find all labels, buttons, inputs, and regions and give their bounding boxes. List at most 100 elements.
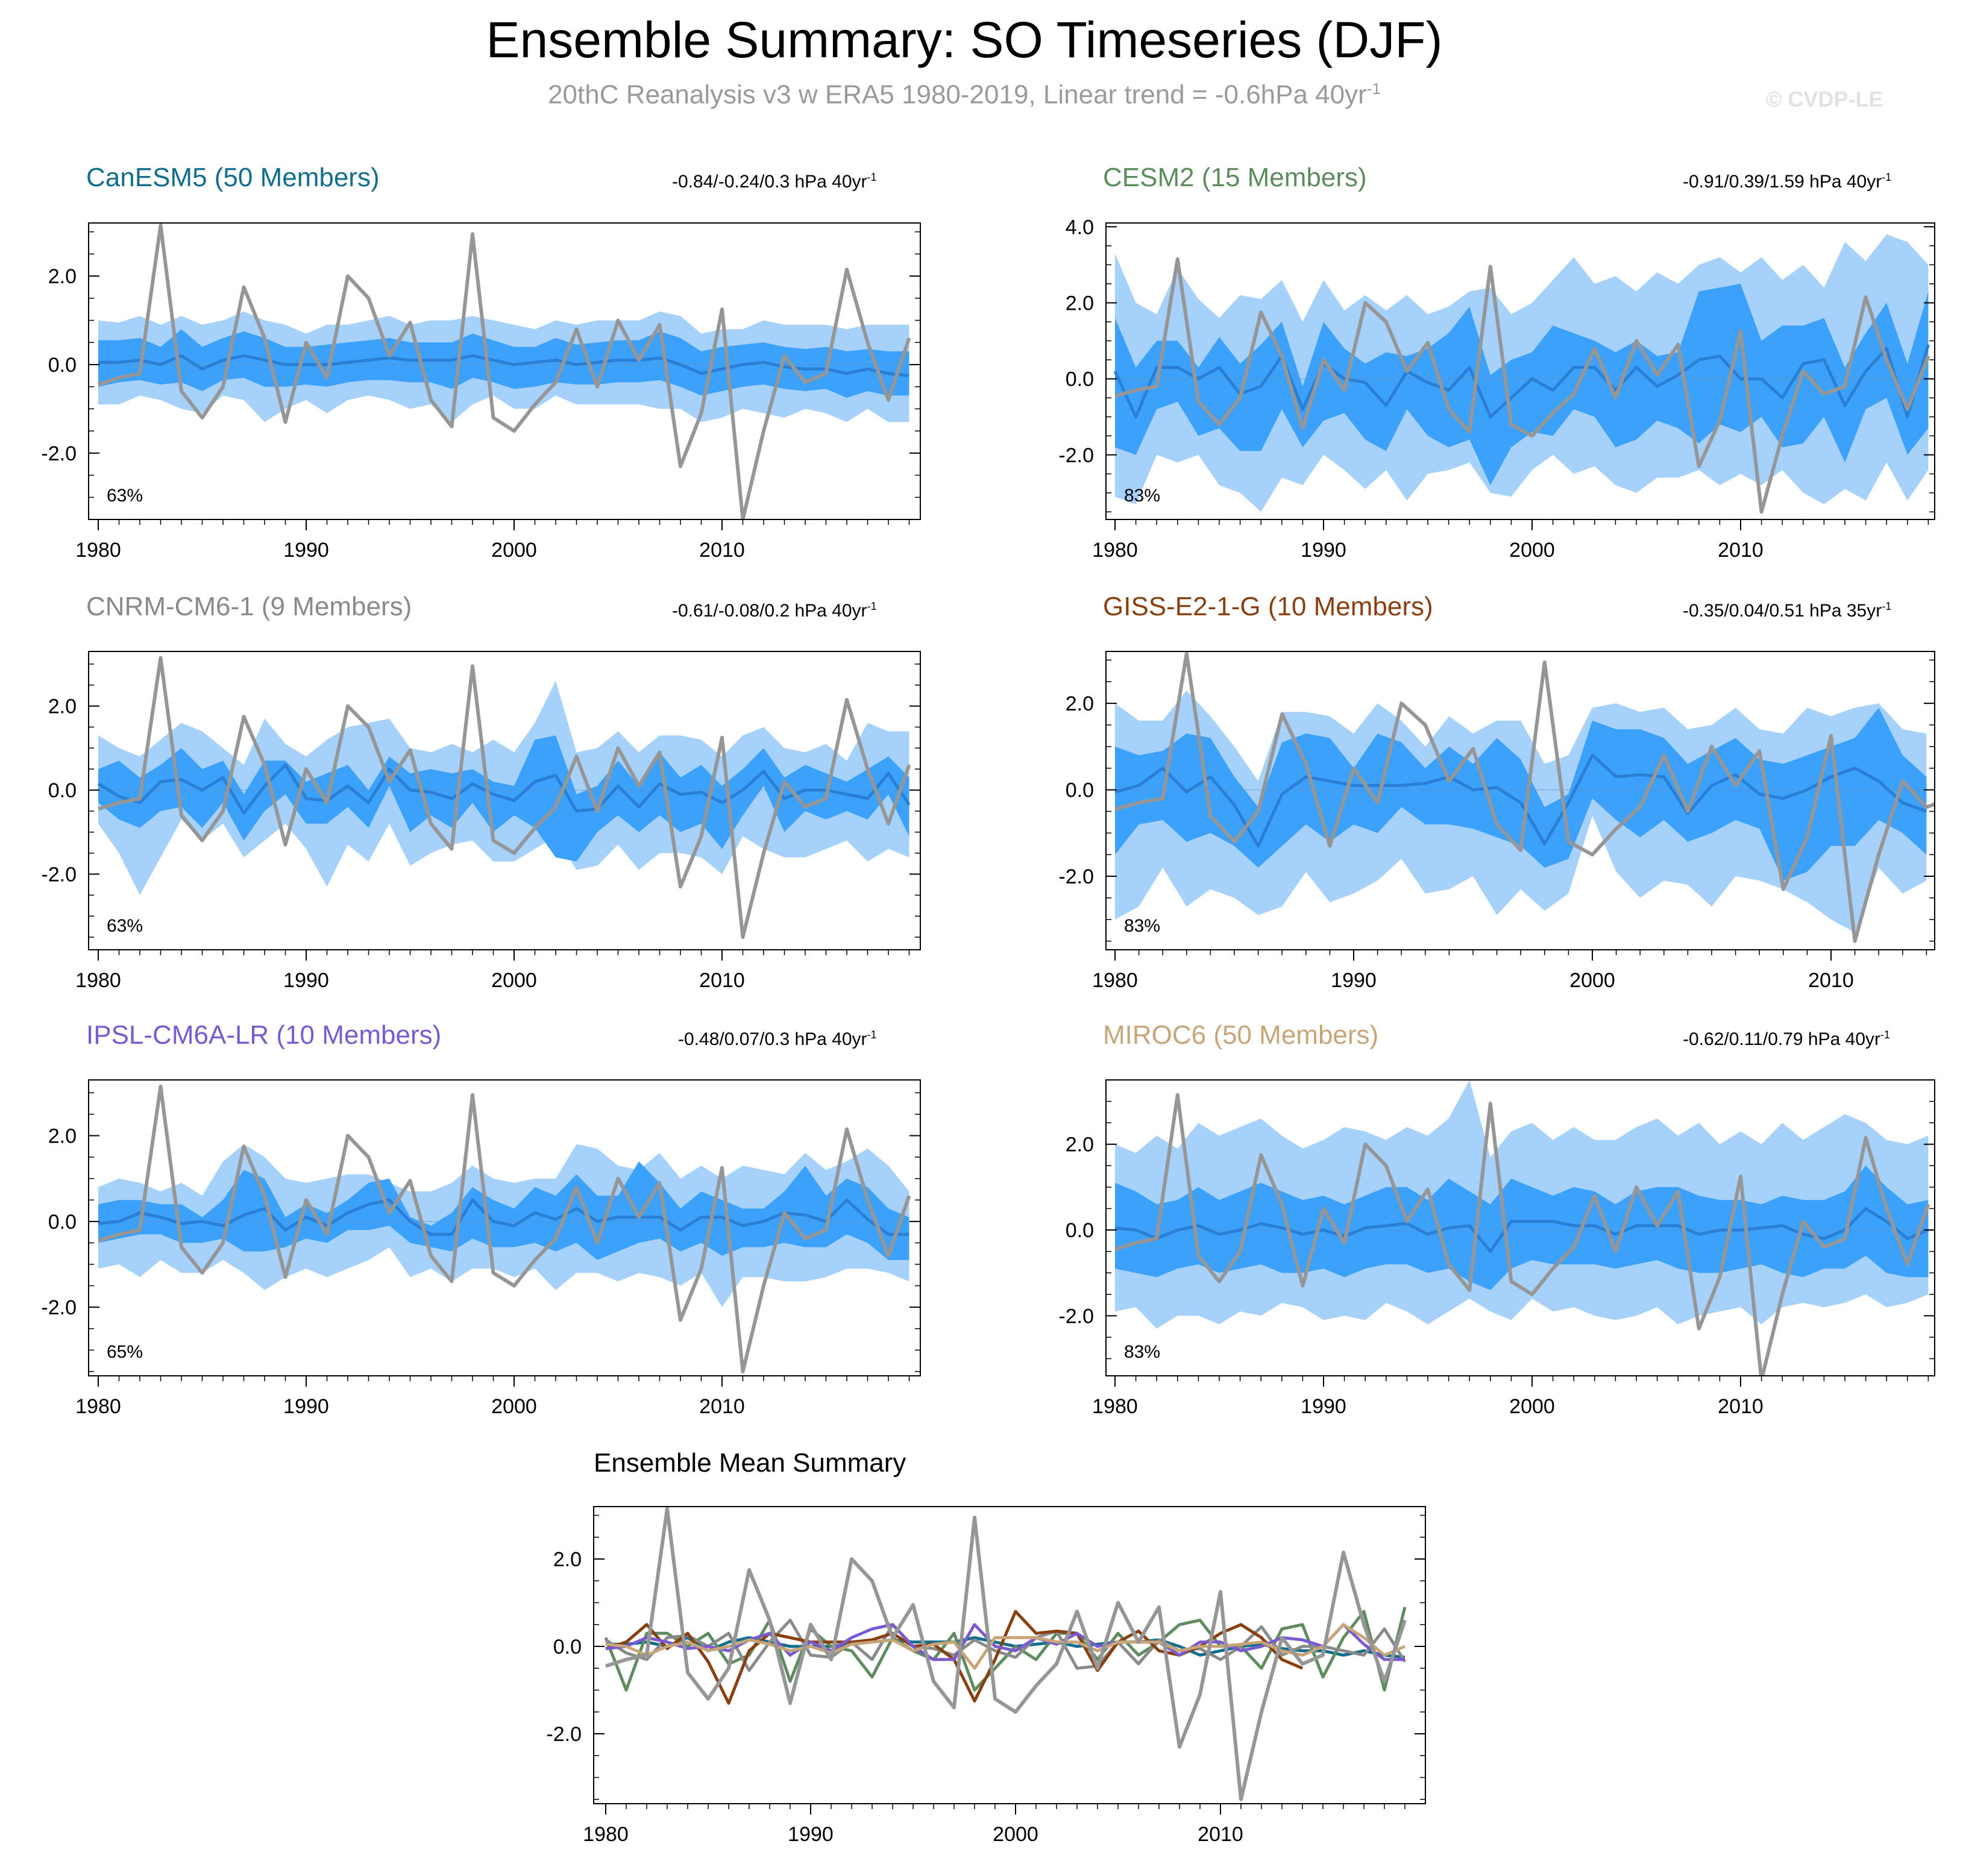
x-tick-label: 2000 bbox=[491, 1395, 537, 1418]
plot-frame bbox=[593, 1506, 1426, 1804]
plot-frame bbox=[88, 651, 921, 950]
chart-panel-cesm2: 4.0 2.0 0.0 -2.0 1980 1990 2000 2010 83% bbox=[1058, 216, 1935, 562]
y-tick-label: -2.0 bbox=[1058, 1305, 1094, 1328]
x-tick-label: 2010 bbox=[1198, 1823, 1243, 1846]
x-tick-label: 1980 bbox=[1092, 969, 1138, 992]
plot-area bbox=[89, 656, 920, 940]
trend-sup: -1 bbox=[867, 171, 877, 183]
panel-trend-cesm2: -0.91/0.39/1.59 hPa 40yr-1 bbox=[1683, 171, 1891, 192]
series-line-miroc6 bbox=[605, 1623, 1406, 1670]
ensemble-mean-line bbox=[97, 763, 911, 815]
chart-panel-ipsl-cm6a-lr: 2.0 0.0 -2.0 1980 1990 2000 2010 65% bbox=[41, 1079, 921, 1418]
x-tick-label: 1980 bbox=[1092, 539, 1138, 562]
y-tick-label: -2.0 bbox=[41, 864, 77, 886]
x-tick-label: 1980 bbox=[75, 539, 121, 562]
y-tick-label: 0.0 bbox=[1066, 779, 1094, 802]
ensemble-mean-line bbox=[1114, 1207, 1929, 1253]
plot-area bbox=[89, 223, 920, 519]
panel-title-canesm5: CanESM5 (50 Members) bbox=[86, 163, 380, 192]
plot-frame bbox=[88, 222, 921, 520]
percent-label: 63% bbox=[107, 486, 143, 506]
panel-trend-canesm5: -0.84/-0.24/0.3 hPa 40yr-1 bbox=[672, 171, 877, 192]
observation-line bbox=[1114, 257, 1930, 514]
x-tick-label: 2000 bbox=[1509, 1395, 1555, 1418]
plot-frame bbox=[1105, 222, 1935, 520]
y-tick-label: -2.0 bbox=[41, 1296, 77, 1319]
y-tick-label: 2.0 bbox=[1066, 1134, 1094, 1156]
x-tick-label: 2010 bbox=[699, 969, 745, 992]
trend-text: -0.62/0.11/0.79 hPa 40yr bbox=[1683, 1029, 1881, 1049]
y-tick-label: 0.0 bbox=[48, 779, 77, 802]
x-tick-label: 1990 bbox=[283, 539, 329, 562]
plot-area bbox=[1106, 234, 1935, 514]
y-tick-label: -2.0 bbox=[1058, 444, 1094, 467]
subtitle-sup: -1 bbox=[1366, 80, 1381, 98]
y-tick-label: 0.0 bbox=[553, 1636, 582, 1658]
trend-text: -0.61/-0.08/0.2 hPa 40yr bbox=[672, 601, 867, 621]
x-tick-label: 2010 bbox=[1718, 539, 1764, 562]
panel-trend-giss-e2-1-g: -0.35/0.04/0.51 hPa 35yr-1 bbox=[1683, 600, 1891, 621]
x-tick-label: 1990 bbox=[1301, 539, 1346, 562]
y-tick-label: -2.0 bbox=[546, 1723, 582, 1746]
y-tick-label: 2.0 bbox=[553, 1548, 582, 1571]
series-line-ipsl-cm6a-lr bbox=[605, 1623, 1405, 1661]
ensemble-mean-line bbox=[98, 1198, 909, 1236]
watermark: © CVDP-LE bbox=[1766, 87, 1883, 111]
chart-panel-miroc6: 2.0 0.0 -2.0 1980 1990 2000 2010 83% bbox=[1058, 1079, 1935, 1418]
y-tick-label: 0.0 bbox=[48, 1211, 77, 1234]
plot-area bbox=[89, 1084, 920, 1373]
trend-sup: -1 bbox=[867, 600, 877, 612]
x-tick-label: 1990 bbox=[283, 969, 329, 992]
percent-label: 83% bbox=[1124, 916, 1160, 936]
band-25-75 bbox=[1115, 707, 1927, 881]
chart-panel-canesm5: 2.0 0.0 -2.0 1980 1990 2000 2010 63% bbox=[41, 222, 921, 562]
percent-label: 83% bbox=[1124, 486, 1160, 506]
ensemble-mean-line bbox=[98, 354, 909, 377]
observation-line bbox=[98, 656, 911, 940]
x-tick-label: 1990 bbox=[1331, 969, 1377, 992]
trend-text: -0.48/0.07/0.3 hPa 40yr bbox=[678, 1029, 867, 1049]
y-tick-label: 2.0 bbox=[48, 265, 77, 288]
band-25-75 bbox=[1115, 283, 1929, 486]
observation-line bbox=[98, 1084, 911, 1373]
x-tick-label: 2010 bbox=[1718, 1395, 1764, 1418]
figure-title: Ensemble Summary: SO Timeseries (DJF) bbox=[486, 11, 1443, 68]
panel-title-ensemble-mean: Ensemble Mean Summary bbox=[594, 1448, 906, 1478]
x-tick-label: 1980 bbox=[583, 1823, 629, 1846]
panel-trend-miroc6: -0.62/0.11/0.79 hPa 40yr-1 bbox=[1683, 1029, 1890, 1050]
panel-trend-cnrm-cm6-1: -0.61/-0.08/0.2 hPa 40yr-1 bbox=[672, 600, 877, 621]
x-tick-label: 1980 bbox=[75, 969, 121, 992]
trend-sup: -1 bbox=[1882, 171, 1892, 183]
plot-frame bbox=[88, 1079, 921, 1376]
x-tick-label: 2010 bbox=[699, 539, 745, 562]
x-tick-label: 2010 bbox=[699, 1395, 745, 1418]
panel-title-cnrm-cm6-1: CNRM-CM6-1 (9 Members) bbox=[86, 592, 412, 621]
y-tick-label: 0.0 bbox=[48, 354, 77, 377]
trend-sup: -1 bbox=[1880, 1029, 1891, 1041]
figure-subtitle: 20thC Reanalysis v3 w ERA5 1980-2019, Li… bbox=[0, 80, 1929, 110]
trend-text: -0.35/0.04/0.51 hPa 35yr bbox=[1683, 601, 1882, 621]
observation-line bbox=[98, 223, 911, 519]
x-tick-label: 2000 bbox=[1509, 539, 1555, 562]
x-tick-label: 1990 bbox=[788, 1823, 834, 1846]
panel-title-miroc6: MIROC6 (50 Members) bbox=[1103, 1020, 1379, 1050]
plot-area bbox=[1106, 651, 1935, 943]
observation-line bbox=[605, 1507, 1407, 1801]
x-tick-label: 1990 bbox=[283, 1395, 329, 1418]
observation-line bbox=[1114, 1093, 1930, 1376]
y-tick-label: 4.0 bbox=[1066, 216, 1094, 239]
y-tick-label: 2.0 bbox=[48, 695, 77, 718]
chart-panel-giss-e2-1-g: 2.0 0.0 -2.0 1980 1990 2000 2010 83% bbox=[1058, 651, 1935, 992]
percent-label: 83% bbox=[1124, 1342, 1160, 1362]
y-tick-label: -2.0 bbox=[1058, 865, 1094, 888]
trend-sup: -1 bbox=[867, 1029, 877, 1041]
x-tick-label: 2010 bbox=[1808, 969, 1854, 992]
x-tick-label: 1980 bbox=[1092, 1395, 1138, 1418]
panel-trend-ipsl-cm6a-lr: -0.48/0.07/0.3 hPa 40yr-1 bbox=[678, 1029, 877, 1050]
chart-panel-ensemble-mean-summary: 2.0 0.0 -2.0 1980 1990 2000 2010 bbox=[546, 1506, 1426, 1846]
plot-area bbox=[604, 1507, 1407, 1801]
panel-title-giss-e2-1-g: GISS-E2-1-G (10 Members) bbox=[1103, 592, 1433, 621]
y-tick-label: 2.0 bbox=[1066, 292, 1094, 315]
